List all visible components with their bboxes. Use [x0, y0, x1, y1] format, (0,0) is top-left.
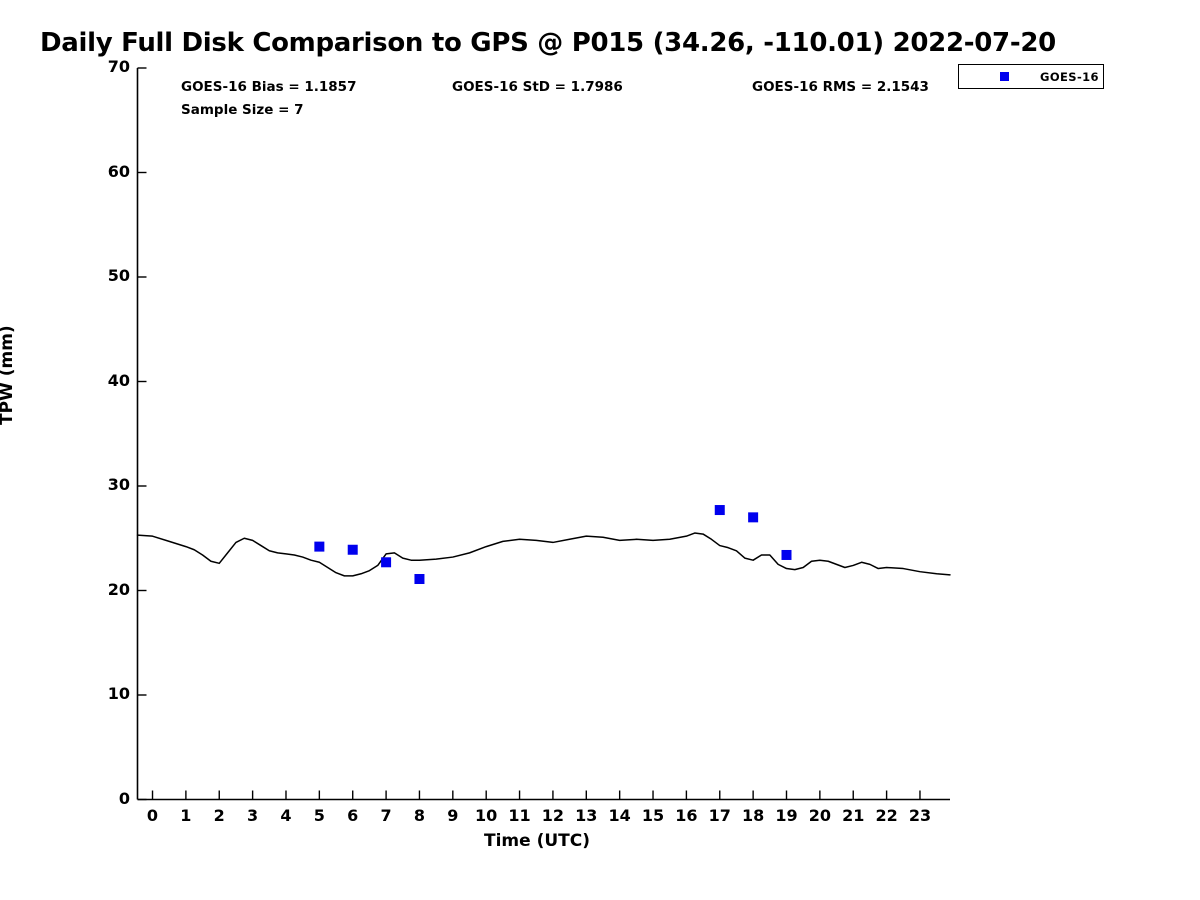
y-tick-label: 70 [107, 57, 130, 76]
series-points-goes16 [314, 505, 792, 585]
x-tick-label: 6 [347, 806, 359, 825]
data-point-marker [414, 574, 425, 585]
data-point-marker [347, 544, 358, 555]
x-tick-label: 0 [146, 806, 159, 825]
x-tick-label: 3 [247, 806, 259, 825]
x-tick-label: 13 [575, 806, 598, 825]
x-tick-label: 10 [475, 806, 498, 825]
x-axis-ticks [151, 790, 921, 800]
data-point-marker [748, 512, 759, 523]
y-tick-label: 0 [118, 788, 130, 808]
y-axis-ticks [137, 67, 147, 801]
x-tick-label: 1 [180, 806, 192, 825]
series-line-gps [136, 532, 951, 577]
x-tick-label: 20 [808, 806, 831, 825]
y-tick-label: 40 [107, 370, 130, 390]
x-tick-label: 7 [380, 806, 392, 825]
stat-sample-size: Sample Size = 7 [181, 102, 304, 118]
data-point-marker [381, 557, 392, 568]
stat-rms: GOES-16 RMS = 2.1543 [752, 79, 929, 95]
x-tick-label: 9 [447, 806, 459, 825]
stat-bias: GOES-16 Bias = 1.1857 [181, 79, 357, 95]
page-title: Daily Full Disk Comparison to GPS @ P015… [40, 28, 1056, 58]
x-axis-label: Time (UTC) [484, 831, 591, 851]
x-tick-label: 2 [213, 806, 225, 825]
axis-lines [136, 68, 950, 801]
x-tick-label: 4 [280, 806, 292, 825]
legend-label: GOES-16 [1040, 70, 1099, 84]
data-point-marker [714, 505, 725, 516]
y-tick-label: 20 [107, 579, 130, 599]
data-point-marker [781, 549, 792, 560]
x-tick-label: 18 [741, 806, 765, 825]
y-tick-label: 30 [107, 475, 130, 494]
x-tick-label: 19 [775, 806, 798, 825]
legend-marker-icon [1000, 72, 1009, 81]
stat-std: GOES-16 StD = 1.7986 [452, 79, 623, 95]
x-tick-label: 22 [875, 806, 898, 825]
x-tick-label: 21 [842, 806, 865, 825]
x-tick-label: 14 [608, 806, 631, 825]
x-tick-label: 8 [413, 806, 426, 825]
legend-box [958, 64, 1104, 89]
y-tick-label: 10 [107, 684, 130, 703]
x-tick-label: 23 [908, 806, 932, 825]
x-tick-label: 11 [508, 806, 531, 825]
x-tick-label: 5 [313, 806, 325, 825]
x-tick-label: 16 [675, 806, 698, 825]
x-tick-label: 15 [641, 806, 665, 825]
x-tick-label: 17 [708, 806, 731, 825]
data-point-marker [314, 541, 325, 552]
x-tick-label: 12 [541, 806, 565, 825]
y-tick-label: 60 [107, 161, 130, 181]
y-tick-label: 50 [107, 266, 130, 285]
